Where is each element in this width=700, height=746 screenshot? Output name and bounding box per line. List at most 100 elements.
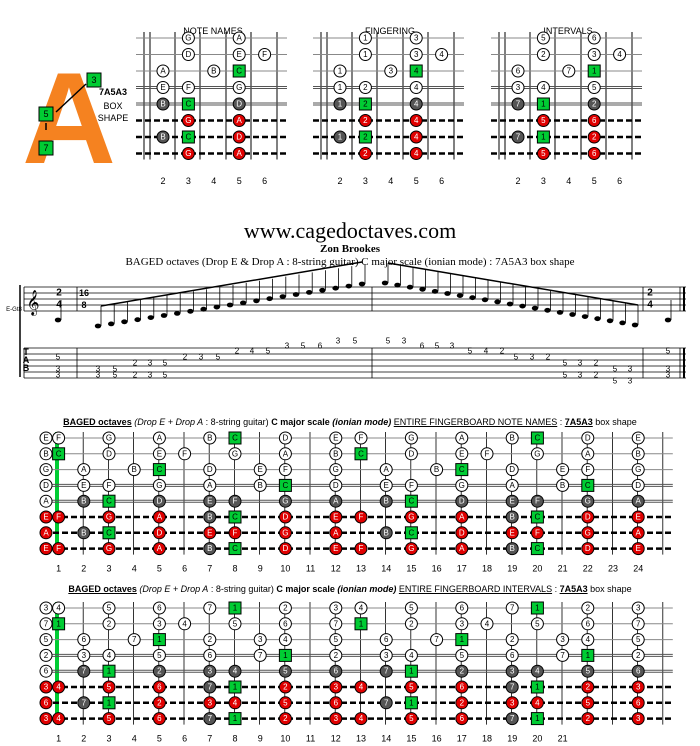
board-note-label: D bbox=[157, 528, 163, 537]
board-note-label: C bbox=[535, 513, 541, 522]
tab-fret-number: 3 bbox=[450, 342, 455, 351]
board-root-marker bbox=[278, 648, 292, 662]
board-note-marker bbox=[228, 617, 242, 631]
diagram-note-label: 1 bbox=[338, 83, 343, 92]
note-head bbox=[444, 291, 451, 296]
board-note-marker bbox=[455, 510, 469, 524]
note-head bbox=[519, 303, 526, 309]
diagram-note-label: 2 bbox=[363, 116, 368, 125]
board-note-label: E bbox=[560, 465, 565, 474]
scale-description: BAGED octaves (Drop E & Drop A : 8-strin… bbox=[125, 256, 575, 268]
diagram-note-label: E bbox=[237, 50, 242, 59]
board-note-label: F bbox=[233, 497, 238, 506]
board-note-marker bbox=[505, 431, 519, 445]
beam bbox=[387, 262, 639, 306]
tab-fret-number: 2 bbox=[133, 359, 138, 368]
diagram-note-marker bbox=[536, 48, 550, 61]
board-note-label: C bbox=[409, 528, 415, 537]
board-root-marker bbox=[102, 526, 116, 540]
open-string-label: 5 bbox=[44, 635, 49, 644]
board-note-marker bbox=[329, 510, 343, 524]
logo-letter: A bbox=[22, 45, 116, 191]
board-note-label: F bbox=[359, 544, 364, 553]
board-note-marker bbox=[379, 664, 393, 678]
board-note-label: F bbox=[233, 528, 238, 537]
site-url[interactable]: www.cagedoctaves.com bbox=[243, 218, 457, 243]
board-note-label: B bbox=[81, 528, 86, 537]
board-fret-number: 1 bbox=[56, 564, 61, 574]
board-note-marker bbox=[329, 431, 343, 445]
note-head bbox=[306, 290, 313, 295]
diagram-note-label: 1 bbox=[363, 34, 368, 43]
diagram-fret-number: 6 bbox=[617, 176, 622, 186]
board-root-marker bbox=[530, 601, 544, 615]
diagram-title: NOTE NAMES bbox=[183, 26, 243, 36]
board-note-marker bbox=[102, 447, 116, 461]
open-string-label: B bbox=[43, 449, 48, 458]
board-note-marker bbox=[228, 447, 242, 461]
board-note-label: 5 bbox=[107, 604, 112, 613]
diagram-note-label: 2 bbox=[592, 100, 597, 109]
note-head bbox=[531, 305, 539, 311]
board-root-marker bbox=[530, 542, 544, 556]
board-note-marker bbox=[152, 542, 166, 556]
tab-fret-number: 2 bbox=[183, 353, 188, 362]
board-note-label: D bbox=[459, 528, 465, 537]
board-fret-number: 12 bbox=[331, 734, 341, 744]
board-note-label: 2 bbox=[586, 683, 591, 692]
board-fret-number: 3 bbox=[106, 734, 111, 744]
board-note-label: B bbox=[510, 513, 515, 522]
board-note-marker bbox=[505, 526, 519, 540]
tab-fret-number: 3 bbox=[336, 337, 341, 346]
board-note-label: A bbox=[459, 544, 465, 553]
tab-fret-number: 5 bbox=[468, 347, 473, 356]
board-note-label: 6 bbox=[510, 651, 515, 660]
board-note-label: 4 bbox=[359, 683, 364, 692]
board-note-label: 3 bbox=[460, 619, 465, 628]
board-root-marker bbox=[530, 680, 544, 694]
board-note-marker bbox=[455, 542, 469, 556]
tab-letter: A bbox=[23, 355, 30, 365]
diagram-note-marker bbox=[232, 31, 246, 45]
board-note-label: G bbox=[534, 449, 540, 458]
board-note-label: 3 bbox=[510, 667, 515, 676]
open-string-label: D bbox=[43, 481, 49, 490]
board-note-label: E bbox=[157, 449, 162, 458]
board-note-marker bbox=[102, 510, 116, 524]
board-note-marker bbox=[455, 648, 469, 662]
board1-title-sep: : bbox=[557, 417, 565, 427]
board-note-label: 7 bbox=[510, 604, 515, 613]
diagram-fret-number: 5 bbox=[237, 176, 242, 186]
board-note-label: 5 bbox=[283, 667, 288, 676]
open-string-marker bbox=[39, 494, 53, 508]
board-root-marker bbox=[102, 494, 116, 508]
diagram-root-marker bbox=[181, 97, 195, 111]
board-note-label: 5 bbox=[283, 698, 288, 707]
diagram-note-label: G bbox=[185, 116, 191, 125]
tab-fret-number: 5 bbox=[353, 337, 358, 346]
diagram-note-marker bbox=[181, 48, 195, 61]
diagram-note-label: B bbox=[160, 100, 165, 109]
board-note-label: 7 bbox=[434, 635, 439, 644]
diagram-note-label: 3 bbox=[592, 50, 597, 59]
logo-marker-label: 3 bbox=[91, 75, 96, 85]
note-head bbox=[279, 294, 286, 299]
board-note-marker bbox=[354, 601, 368, 615]
board-note-label: 1 bbox=[535, 604, 540, 613]
board-note-label: 4 bbox=[107, 651, 112, 660]
board-note-label: B bbox=[207, 434, 212, 443]
board-fret-number: 7 bbox=[207, 734, 212, 744]
board-fret-number: 10 bbox=[280, 734, 290, 744]
diagram-note-marker bbox=[536, 31, 550, 45]
board-note-label: 3 bbox=[636, 683, 641, 692]
diagram-note-marker bbox=[232, 97, 246, 111]
board-note-marker bbox=[77, 494, 91, 508]
board-note-label: C bbox=[459, 465, 465, 474]
board-note-marker bbox=[379, 633, 393, 647]
board-note-label: 1 bbox=[409, 698, 414, 707]
board-note-label: G bbox=[232, 449, 238, 458]
board-note-marker bbox=[455, 431, 469, 445]
diagram-root-marker bbox=[358, 130, 372, 144]
board1-title-underlined: ENTIRE FINGERBOARD NOTE NAMES bbox=[393, 417, 558, 427]
logo-marker bbox=[86, 72, 102, 88]
